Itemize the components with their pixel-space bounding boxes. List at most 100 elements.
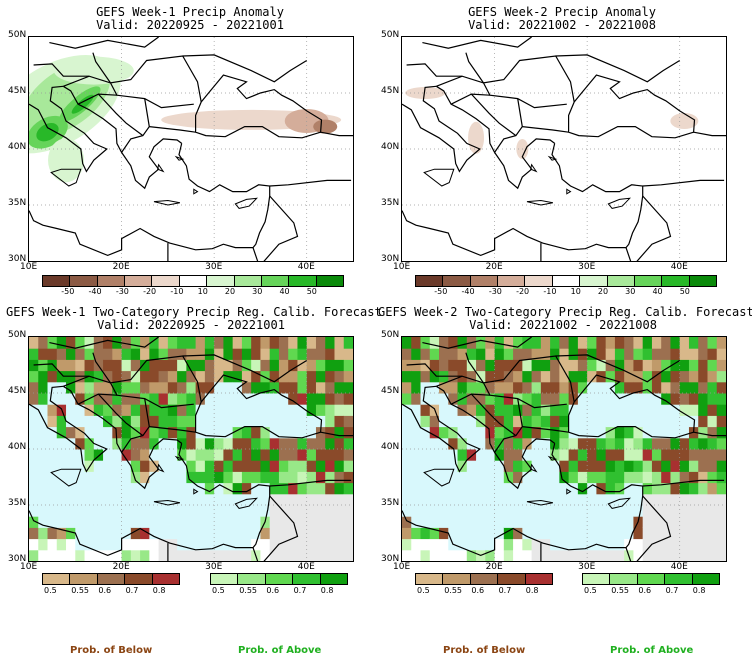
prob-cell [223,337,234,349]
prob-cell [624,426,634,439]
prob-cell [670,493,681,506]
coastline [320,131,353,137]
prob-cell [457,449,468,461]
prob-cell [130,359,141,372]
prob-cell [269,359,280,372]
prob-cell [149,370,160,383]
colorbar-tick-label: 0.7 [293,586,307,595]
prob-cell [439,404,449,416]
lat-tick-label: 50N [381,330,400,340]
prob-cell [241,415,252,428]
prob-cell [130,449,141,461]
prob-cell [306,359,317,372]
prob-cell [214,516,224,528]
prob-cell [232,393,243,405]
coastline [49,37,159,49]
prob-cell [651,381,662,394]
prob-cell [485,359,496,372]
prob-cell [624,471,634,484]
prob-cell [651,348,662,360]
prob-cell [158,449,169,461]
prob-cell [315,505,326,517]
prob-cell [343,449,353,461]
prob-cell [241,471,252,484]
prob-cell [149,471,160,484]
prob-cell [315,538,326,551]
prob-cell [707,426,718,439]
prob-cell [661,505,671,517]
prob-cell [457,527,468,540]
prob-cell [186,505,197,517]
prob-cell [93,482,104,495]
prob-cell [29,538,39,551]
prob-cell [522,538,533,551]
prob-cell [334,493,345,506]
prob-cell [596,549,607,561]
prob-cell [624,381,634,394]
prob-cell [642,460,653,472]
prob-cell [614,359,625,372]
prob-cell [531,381,542,394]
prob-cell [334,549,345,561]
prob-cell [306,460,317,472]
coastline [92,352,111,384]
prob-cell [429,493,440,506]
prob-cell [278,449,289,461]
island [153,199,180,206]
prob-cell [297,449,308,461]
prob-cell [513,549,523,561]
prob-cell [605,415,616,428]
prob-cell [93,348,104,360]
prob-cell [402,404,412,416]
prob-cell [66,449,76,461]
prob-cell [513,460,523,472]
prob-cell [651,337,662,349]
prob-cell [278,549,289,561]
coastline [406,63,463,77]
prob-cell [698,505,708,517]
prob-cell [559,449,570,461]
prob-cell [688,359,699,372]
prob-cell [670,527,681,540]
prob-cell [214,381,224,394]
prob-cell [251,359,261,372]
prob-cell [306,527,317,540]
prob-cell [47,348,58,360]
prob-cell [315,348,326,360]
prob-cell [84,549,95,561]
prob-cell [241,516,252,528]
prob-cell [587,348,597,360]
prob-cell [38,381,49,394]
lat-tick-label: 30N [8,554,27,564]
prob-cell [269,437,280,450]
prob-cell [596,348,607,360]
prob-cell [679,426,690,439]
prob-cell [158,359,169,372]
prob-cell [223,538,234,551]
prob-cell [577,426,588,439]
prob-cell [84,516,95,528]
prob-cell [149,527,160,540]
prob-cell [130,460,141,472]
above-colorbar [210,573,348,585]
colorbar-tick-label: 10 [570,287,581,296]
prob-cell [568,460,579,472]
prob-cell [343,516,353,528]
island [193,188,199,195]
island [193,488,199,495]
prob-cell [568,527,579,540]
prob-cell [568,415,579,428]
prob-cell [260,505,271,517]
prob-cell [707,460,718,472]
prob-cell [522,393,533,405]
island [50,168,82,187]
prob-cell [531,460,542,472]
prob-cell [457,337,468,349]
prob-cell [232,449,243,461]
prob-cell [306,370,317,383]
prob-cell [707,348,718,360]
prob-cell [38,460,49,472]
prob-cell [297,460,308,472]
prob-cell [260,370,271,383]
coastline [62,385,183,490]
